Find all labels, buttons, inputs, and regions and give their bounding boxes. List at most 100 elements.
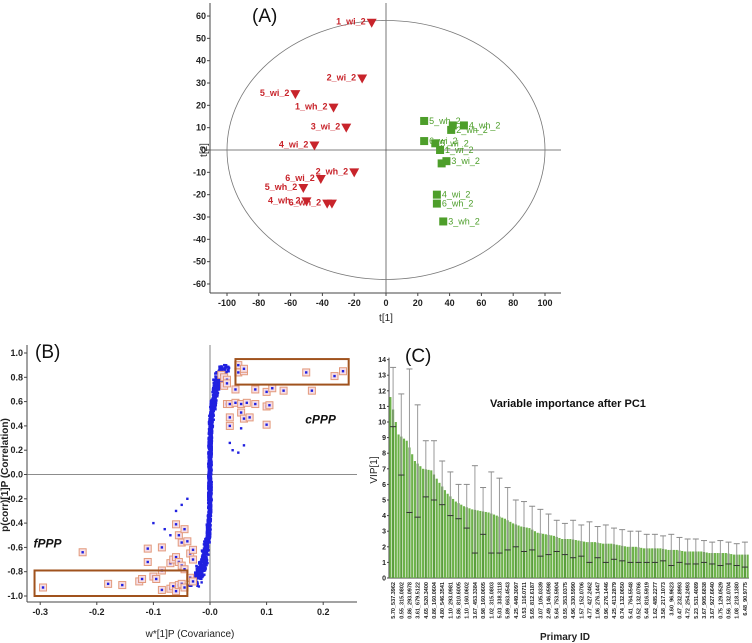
y-tick-label: 40	[196, 56, 206, 66]
y-tick-label: 3	[382, 529, 386, 536]
vip-bar	[563, 539, 566, 578]
variable-point	[203, 568, 207, 572]
variable-point	[215, 393, 218, 397]
variable-point	[210, 404, 213, 407]
variable-point	[205, 557, 208, 560]
variable-point	[187, 584, 190, 587]
variable-point	[198, 560, 201, 564]
category-label: 0.52_132.0766	[637, 582, 643, 619]
highlighted-variable-point	[183, 568, 186, 571]
variable-point	[213, 390, 216, 393]
variable-point	[209, 483, 213, 486]
x-tick-label: 100	[537, 298, 552, 308]
variable-point	[210, 480, 213, 484]
variable-point	[208, 453, 212, 456]
y-tick-label: -40	[193, 234, 206, 244]
vip-bar	[452, 498, 455, 578]
variable-point	[209, 451, 212, 454]
variable-point	[207, 512, 210, 515]
variable-point	[207, 517, 210, 520]
vip-bar	[672, 549, 676, 578]
variable-point	[216, 379, 219, 383]
highlighted-variable-point	[81, 551, 84, 554]
category-label: 0.98_160.0605	[481, 582, 487, 619]
variable-point	[208, 477, 212, 480]
variable-point	[217, 382, 220, 385]
y-tick-label: -0.0	[7, 470, 23, 480]
red-triangle-point	[315, 175, 326, 185]
variable-point	[194, 574, 197, 577]
vip-bar	[612, 544, 616, 578]
category-label: 1.06_276.1447	[596, 582, 602, 619]
variable-point	[195, 565, 198, 568]
panel-c-label: (C)	[405, 346, 431, 367]
variable-point	[206, 561, 209, 565]
variable-point	[207, 464, 211, 467]
variable-point	[199, 571, 202, 574]
variable-point	[214, 381, 218, 385]
vip-bar	[501, 517, 504, 578]
vip-bar	[713, 553, 716, 578]
category-label: 0.56_132.0704	[727, 581, 733, 619]
highlighted-variable-point	[234, 388, 237, 391]
variable-point	[205, 542, 208, 546]
variable-point	[196, 566, 200, 570]
variable-point	[209, 455, 213, 458]
point-label: 6_wh_2	[442, 199, 474, 209]
category-label: 0.55_315.0802	[399, 582, 405, 619]
x-tick-label: 0.2	[317, 607, 330, 617]
highlighted-variable-point	[225, 382, 229, 385]
red-triangle-point	[301, 197, 312, 207]
panel-b-s-plot: (B) w*[1]P (Covariance) p(corr)[1]P (Cor…	[0, 342, 357, 640]
vip-bar	[700, 551, 703, 578]
y-tick-label: 0.6	[10, 397, 23, 407]
variable-point	[223, 363, 226, 367]
vip-bar	[561, 539, 564, 578]
point-label: 5_wi_2	[440, 138, 469, 148]
x-tick-label: 80	[508, 298, 518, 308]
y-tick-label: -10	[193, 167, 206, 177]
variable-point	[206, 545, 210, 548]
vip-bar	[572, 539, 575, 578]
variable-point	[224, 364, 228, 367]
point-label: 3_wi_2	[311, 122, 341, 132]
variable-point	[210, 472, 213, 476]
highlighted-variable-point	[271, 387, 274, 390]
vip-bar	[471, 509, 474, 578]
variable-point	[202, 558, 205, 561]
category-label: 3.67_927.6640	[710, 582, 716, 619]
vip-bar	[692, 551, 695, 578]
variable-point	[209, 469, 213, 472]
x-tick-label: -0.1	[146, 607, 162, 617]
highlighted-variable-point	[177, 534, 181, 537]
vip-bar	[514, 524, 517, 578]
variable-point	[217, 380, 220, 384]
variable-point	[208, 444, 212, 447]
category-label: 4.96_330.5990	[571, 582, 577, 619]
y-tick-label: -1.0	[7, 591, 23, 601]
variable-point	[209, 467, 213, 470]
green-square-point	[431, 139, 440, 148]
y-tick-label: 2	[382, 544, 386, 551]
variable-point	[228, 441, 232, 445]
vip-bar	[438, 482, 441, 578]
variable-point	[207, 439, 211, 442]
variable-point	[206, 552, 209, 556]
category-label: 0.86_160.0604	[432, 581, 438, 619]
panel-c-xlabel: Primary ID	[540, 632, 590, 643]
x-tick-label: 60	[476, 298, 486, 308]
point-label: 1_wh_2	[295, 102, 328, 112]
highlighted-variable-point	[239, 411, 243, 414]
highlighted-variable-point	[174, 555, 178, 559]
y-tick-label: 50	[196, 33, 206, 43]
vip-bar	[599, 543, 602, 578]
variable-point	[216, 378, 219, 381]
variable-point	[208, 472, 211, 476]
variable-point	[206, 523, 210, 526]
variable-point	[198, 569, 202, 573]
variable-point	[211, 396, 215, 400]
highlighted-variable-point	[237, 363, 240, 367]
vip-bar	[732, 554, 736, 578]
variable-point	[214, 379, 217, 383]
point-label: 3_wh_2	[448, 216, 480, 226]
